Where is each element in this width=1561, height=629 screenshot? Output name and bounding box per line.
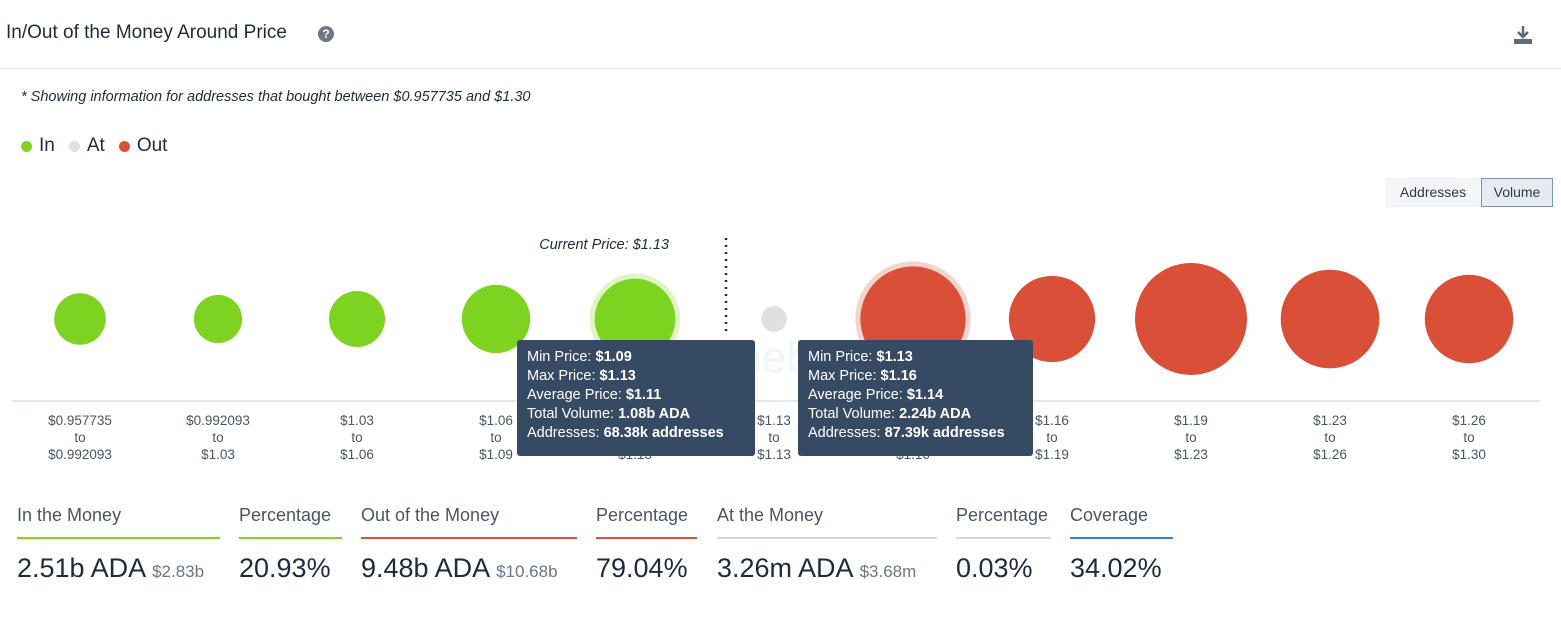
legend-label-in: In [39,135,55,156]
stat-value: 9.48b ADA $10.68b [361,553,558,583]
stat-label: At the Money [717,505,937,539]
tick-label-from: $0.992093 [186,413,250,428]
bubble-in [329,291,385,347]
legend-item-out[interactable]: Out [118,135,168,157]
tooltip-addresses-row: Addresses: 68.38k addresses [527,425,724,441]
tooltip-min-row: Min Price: $1.09 [527,349,632,365]
help-icon[interactable]: ? [318,26,334,42]
tooltip-volume-row: Total Volume: 2.24b ADA [808,406,972,422]
stat-out-percentage: Percentage 79.04% [596,505,697,584]
stat-at-the-money: At the Money 3.26m ADA $3.68m [717,505,937,584]
legend-dot-out [118,140,130,152]
bubble-out [1280,269,1380,369]
stat-value: 34.02% [1070,553,1162,583]
tooltip-bucket-5: Min Price: $1.09 Max Price: $1.13 Averag… [517,340,755,456]
tick-label-to: $1.06 [340,447,374,462]
tooltip-bucket-7: Min Price: $1.13 Max Price: $1.16 Averag… [798,340,1033,456]
legend-item-at[interactable]: At [68,135,105,157]
tick-label-to-word: to [1463,430,1474,445]
stat-out-of-the-money: Out of the Money 9.48b ADA $10.68b [361,505,577,584]
bubble-in [54,293,106,345]
bubble-out [1424,274,1514,364]
tick-label-to-word: to [1046,430,1057,445]
bubble-out [1135,263,1247,375]
stat-value: 3.26m ADA $3.68m [717,553,917,583]
tick-label-from: $1.16 [1035,413,1069,428]
legend-label-out: Out [136,135,168,156]
stat-label: Coverage [1070,505,1173,539]
tick-label-to: $1.13 [757,447,791,462]
tooltip-addresses-row: Addresses: 87.39k addresses [808,425,1005,441]
stat-label: Percentage [956,505,1051,539]
legend-item-in[interactable]: In [21,135,55,157]
tooltip-max-row: Max Price: $1.16 [808,368,917,384]
stat-in-the-money: In the Money 2.51b ADA $2.83b [17,505,220,584]
tooltip-volume-row: Total Volume: 1.08b ADA [527,406,691,422]
tick-label-to-word: to [768,430,779,445]
stat-value: 20.93% [239,553,331,583]
stat-label: Percentage [239,505,342,539]
bubble-in [193,294,243,344]
download-icon[interactable] [1512,24,1534,46]
tick-label-from: $1.19 [1174,413,1208,428]
tick-label-to-word: to [74,430,85,445]
range-note: * Showing information for addresses that… [21,89,531,105]
stat-label: Percentage [596,505,697,539]
tick-label-to: $1.19 [1035,447,1069,462]
tooltip-avg-row: Average Price: $1.11 [527,387,662,403]
stat-value: 0.03% [956,553,1033,583]
addresses-toggle-button[interactable]: Addresses [1386,178,1480,207]
tooltip-avg-row: Average Price: $1.14 [808,387,944,403]
tick-label-to-word: to [490,430,501,445]
tick-label-to: $1.09 [479,447,513,462]
bubble-in [461,284,531,354]
tick-label-from: $1.23 [1313,413,1347,428]
tick-label-to-word: to [351,430,362,445]
widget-header: In/Out of the Money Around Price ? [0,0,1561,69]
stat-value: 79.04% [596,553,688,583]
tick-label-to: $1.23 [1174,447,1208,462]
tooltip-min-row: Min Price: $1.13 [808,349,913,365]
tick-label-to: $1.03 [201,447,235,462]
tick-label-to: $1.30 [1452,447,1486,462]
tick-label-to-word: to [1185,430,1196,445]
stat-at-percentage: Percentage 0.03% [956,505,1051,584]
tick-label-from: $1.26 [1452,413,1486,428]
bubble-at [761,306,787,332]
tick-label-to: $0.992093 [48,447,112,462]
bubble-in [594,278,676,360]
stat-coverage: Coverage 34.02% [1070,505,1173,584]
tick-label-to-word: to [1324,430,1335,445]
tick-label-from: $1.06 [479,413,513,428]
stat-value: 2.51b ADA $2.83b [17,553,205,583]
tooltip-max-row: Max Price: $1.13 [527,368,636,384]
chart-legend: In At Out [21,135,181,157]
legend-dot-at [68,140,80,152]
stat-label: In the Money [17,505,220,539]
volume-toggle-button[interactable]: Volume [1481,178,1553,207]
tick-label-to: $1.26 [1313,447,1347,462]
legend-label-at: At [86,135,105,156]
tick-label-from: $0.957735 [48,413,112,428]
widget-title: In/Out of the Money Around Price [6,22,287,43]
tick-label-to-word: to [212,430,223,445]
stat-in-percentage: Percentage 20.93% [239,505,342,584]
current-price-label: Current Price: $1.13 [539,237,669,253]
tick-label-from: $1.13 [757,413,791,428]
legend-dot-in [21,140,32,152]
stat-label: Out of the Money [361,505,577,539]
tick-label-from: $1.03 [340,413,374,428]
